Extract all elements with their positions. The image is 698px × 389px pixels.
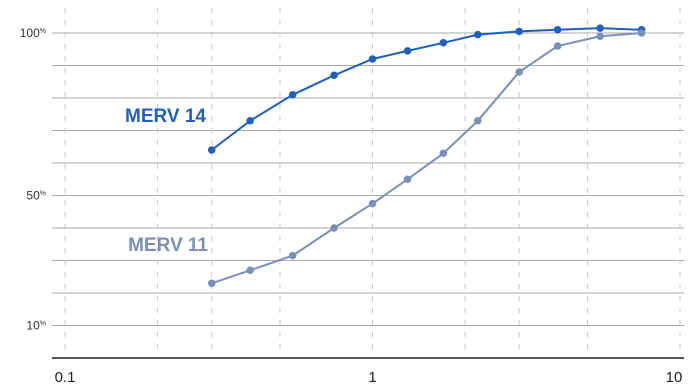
data-point bbox=[288, 251, 297, 260]
data-point bbox=[473, 30, 482, 39]
data-point bbox=[553, 25, 562, 34]
data-point bbox=[246, 266, 254, 275]
data-point bbox=[368, 55, 377, 63]
y-tick-label: 100% bbox=[20, 26, 46, 40]
data-point bbox=[403, 47, 412, 55]
data-point bbox=[596, 24, 604, 32]
axes: 100% 50% 10% 0.1 1 10 bbox=[20, 26, 684, 386]
data-point bbox=[515, 68, 524, 76]
series-group bbox=[207, 24, 646, 288]
grid bbox=[52, 8, 684, 359]
data-point bbox=[330, 71, 338, 80]
data-point bbox=[207, 279, 216, 288]
data-point bbox=[596, 32, 604, 41]
series-line bbox=[211, 27, 642, 151]
series-label: MERV 11 bbox=[128, 235, 208, 256]
data-point bbox=[637, 29, 646, 37]
series-label: MERV 14 bbox=[125, 106, 206, 127]
data-point bbox=[330, 224, 338, 232]
data-point bbox=[246, 116, 254, 125]
x-tick-label: 10 bbox=[666, 369, 683, 386]
data-point bbox=[288, 90, 297, 99]
series-line bbox=[211, 32, 642, 285]
data-point bbox=[515, 27, 524, 36]
data-point bbox=[473, 116, 482, 125]
y-tick-label: 10% bbox=[26, 319, 46, 333]
data-point bbox=[439, 38, 448, 47]
data-point bbox=[368, 199, 377, 208]
series-labels: MERV 14 MERV 11 bbox=[125, 106, 208, 256]
y-tick-label: 50% bbox=[26, 189, 46, 203]
x-tick-label: 1 bbox=[368, 369, 376, 386]
data-point bbox=[553, 42, 562, 50]
data-point bbox=[439, 149, 448, 158]
x-tick-label: 0.1 bbox=[55, 369, 76, 386]
data-point bbox=[207, 146, 216, 154]
data-point bbox=[403, 175, 412, 184]
